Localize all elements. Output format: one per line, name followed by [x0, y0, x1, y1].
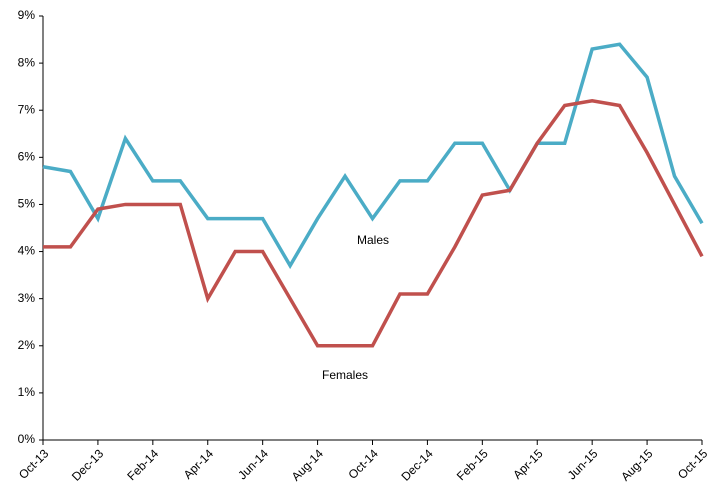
- y-tick-label: 5%: [18, 197, 36, 211]
- x-tick-label: Feb-15: [454, 446, 491, 483]
- x-tick-label: Apr-14: [181, 446, 217, 482]
- x-tick-label: Oct-13: [16, 446, 52, 482]
- x-tick-label: Apr-15: [510, 446, 546, 482]
- series-label: Males: [357, 233, 389, 247]
- x-tick-label: Dec-14: [399, 446, 436, 483]
- x-tick-label: Feb-14: [124, 446, 161, 483]
- y-tick-label: 9%: [18, 8, 36, 22]
- x-tick-label: Oct-14: [345, 446, 381, 482]
- series-line: [43, 99, 704, 348]
- y-tick-label: 3%: [18, 291, 36, 305]
- y-tick-label: 2%: [18, 338, 36, 352]
- series-label: Females: [322, 368, 368, 382]
- x-tick-label: Jun-15: [565, 446, 601, 482]
- x-tick-label: Oct-15: [675, 446, 711, 482]
- y-tick-label: 6%: [18, 150, 36, 164]
- x-tick-label: Aug-15: [618, 446, 655, 483]
- y-tick-label: 0%: [18, 432, 36, 446]
- y-tick-label: 7%: [18, 102, 36, 116]
- y-tick-label: 8%: [18, 55, 36, 69]
- y-tick-label: 4%: [18, 244, 36, 258]
- x-tick-label: Aug-14: [289, 446, 326, 483]
- x-tick-label: Dec-13: [69, 446, 106, 483]
- series-line: [42, 42, 704, 270]
- x-tick-label: Jun-14: [235, 446, 271, 482]
- y-tick-label: 1%: [18, 385, 36, 399]
